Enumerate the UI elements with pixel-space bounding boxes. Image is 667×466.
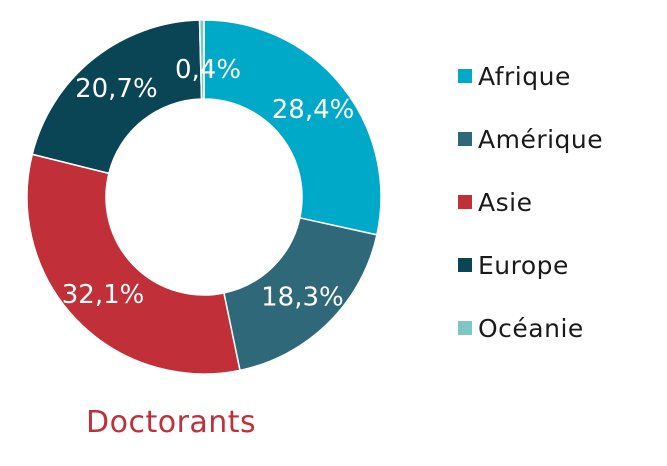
slice-label-asie: 32,1% bbox=[62, 280, 145, 310]
legend-label-amerique: Amérique bbox=[478, 124, 604, 154]
legend-swatch-oceanie bbox=[458, 321, 472, 335]
legend-item-europe: Europe bbox=[458, 249, 603, 281]
legend-item-oceanie: Océanie bbox=[458, 312, 603, 344]
slice-oceanie bbox=[198, 19, 205, 100]
slice-label-amerique: 18,3% bbox=[261, 283, 344, 313]
slice-label-europe: 20,7% bbox=[75, 74, 158, 104]
slice-afrique bbox=[203, 19, 382, 236]
slice-labels: 28,4% 18,3% 32,1% 20,7% 0,4% bbox=[62, 55, 355, 313]
slice-europe bbox=[31, 19, 203, 175]
legend-label-oceanie: Océanie bbox=[478, 313, 584, 343]
slice-label-afrique: 28,4% bbox=[272, 95, 355, 125]
chart-title: Doctorants bbox=[86, 405, 257, 440]
slice-amerique bbox=[223, 217, 378, 372]
legend: Afrique Amérique Asie Europe Océanie bbox=[458, 60, 603, 375]
legend-item-afrique: Afrique bbox=[458, 60, 603, 92]
legend-label-asie: Asie bbox=[478, 187, 533, 217]
legend-swatch-afrique bbox=[458, 69, 472, 83]
legend-label-afrique: Afrique bbox=[478, 61, 571, 91]
legend-swatch-europe bbox=[458, 258, 472, 272]
slice-asie bbox=[26, 153, 241, 375]
legend-item-amerique: Amérique bbox=[458, 123, 603, 155]
legend-swatch-amerique bbox=[458, 132, 472, 146]
slice-label-oceanie: 0,4% bbox=[175, 55, 241, 85]
legend-label-europe: Europe bbox=[478, 250, 569, 280]
donut-slices bbox=[26, 19, 382, 375]
legend-swatch-asie bbox=[458, 195, 472, 209]
legend-item-asie: Asie bbox=[458, 186, 603, 218]
